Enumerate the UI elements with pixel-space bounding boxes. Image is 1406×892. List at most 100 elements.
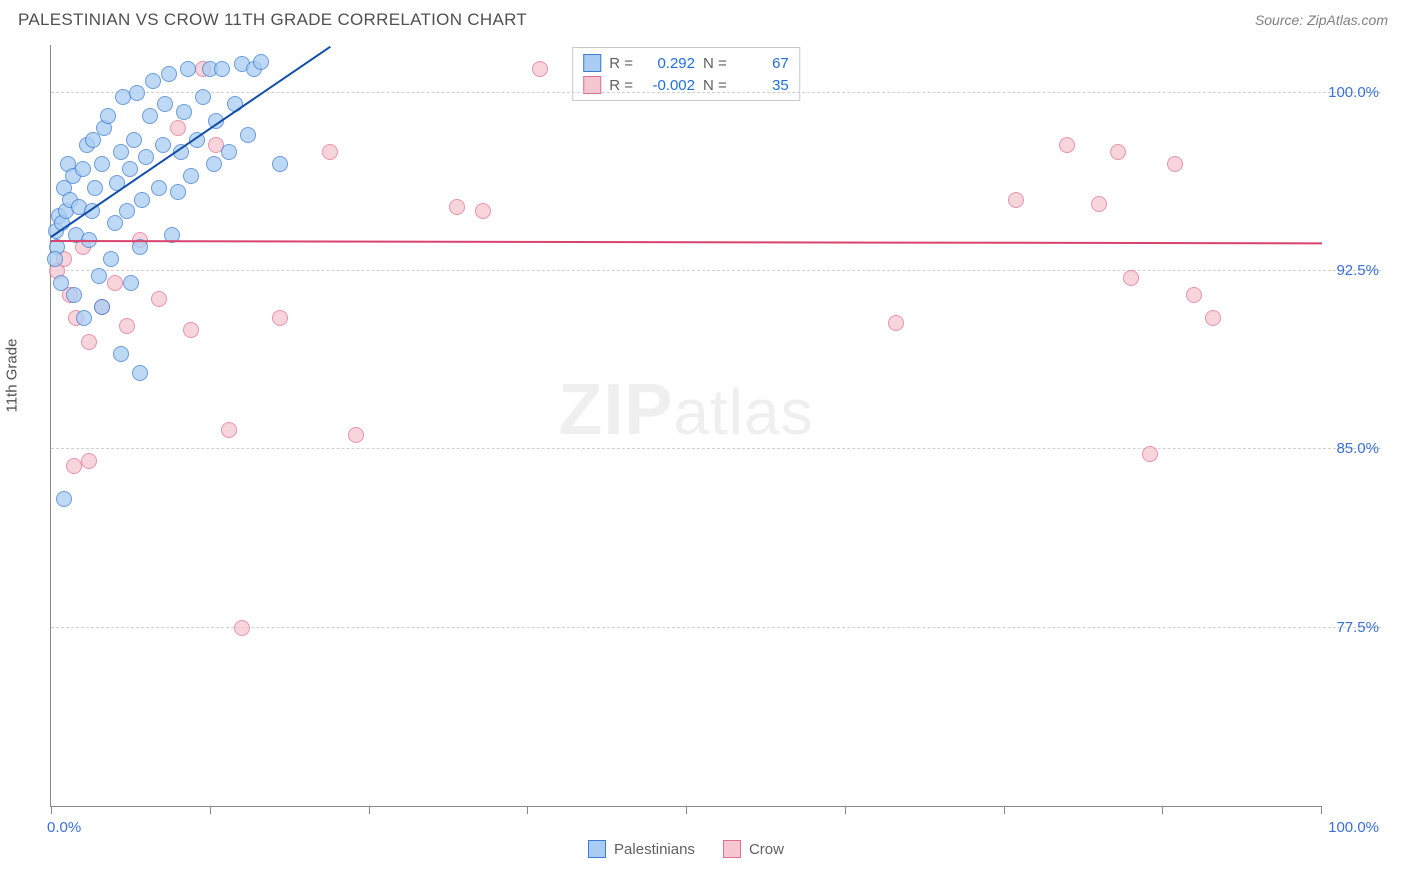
data-point (272, 156, 288, 172)
data-point (81, 453, 97, 469)
y-tick-label: 100.0% (1328, 84, 1379, 101)
data-point (107, 215, 123, 231)
x-tick (845, 806, 846, 814)
data-point (151, 180, 167, 196)
data-point (206, 156, 222, 172)
data-point (66, 287, 82, 303)
swatch-series1 (583, 54, 601, 72)
data-point (66, 458, 82, 474)
data-point (134, 192, 150, 208)
swatch-icon (723, 840, 741, 858)
source-label: Source: ZipAtlas.com (1255, 12, 1388, 28)
data-point (122, 161, 138, 177)
data-point (1059, 137, 1075, 153)
data-point (1167, 156, 1183, 172)
data-point (1008, 192, 1024, 208)
y-tick-label: 77.5% (1336, 619, 1379, 636)
x-tick (1004, 806, 1005, 814)
data-point (107, 275, 123, 291)
gridline (51, 448, 1381, 449)
data-point (100, 108, 116, 124)
data-point (183, 322, 199, 338)
x-tick (51, 806, 52, 814)
bottom-legend: Palestinians Crow (51, 840, 1321, 858)
stats-legend: R = 0.292 N = 67 R = -0.002 N = 35 (572, 47, 800, 101)
data-point (161, 66, 177, 82)
data-point (214, 61, 230, 77)
swatch-icon (588, 840, 606, 858)
data-point (240, 127, 256, 143)
data-point (195, 89, 211, 105)
legend-item-2: Crow (723, 840, 784, 858)
data-point (221, 422, 237, 438)
y-axis-title: 11th Grade (4, 339, 21, 413)
legend-label-1: Palestinians (614, 841, 695, 858)
data-point (180, 61, 196, 77)
x-tick-label: 0.0% (47, 819, 81, 836)
stats-row-1: R = 0.292 N = 67 (583, 52, 789, 74)
n-value-1: 67 (735, 55, 789, 72)
x-tick (527, 806, 528, 814)
data-point (176, 104, 192, 120)
x-tick-label: 100.0% (1328, 819, 1379, 836)
data-point (132, 365, 148, 381)
data-point (103, 251, 119, 267)
x-tick (686, 806, 687, 814)
data-point (138, 149, 154, 165)
data-point (53, 275, 69, 291)
data-point (1123, 270, 1139, 286)
data-point (1205, 310, 1221, 326)
data-point (126, 132, 142, 148)
legend-item-1: Palestinians (588, 840, 695, 858)
data-point (91, 268, 107, 284)
data-point (170, 184, 186, 200)
data-point (94, 156, 110, 172)
x-tick (210, 806, 211, 814)
data-point (183, 168, 199, 184)
stats-row-2: R = -0.002 N = 35 (583, 74, 789, 96)
data-point (81, 334, 97, 350)
data-point (532, 61, 548, 77)
data-point (75, 161, 91, 177)
data-point (475, 203, 491, 219)
data-point (221, 144, 237, 160)
watermark: ZIPatlas (558, 369, 813, 451)
data-point (1091, 196, 1107, 212)
trend-line (51, 240, 1322, 244)
data-point (348, 427, 364, 443)
gridline (51, 270, 1381, 271)
data-point (129, 85, 145, 101)
x-tick (369, 806, 370, 814)
data-point (56, 491, 72, 507)
y-tick-label: 92.5% (1336, 262, 1379, 279)
data-point (119, 318, 135, 334)
data-point (155, 137, 171, 153)
data-point (113, 144, 129, 160)
data-point (94, 299, 110, 315)
chart-title: PALESTINIAN VS CROW 11TH GRADE CORRELATI… (18, 10, 527, 30)
data-point (449, 199, 465, 215)
data-point (1186, 287, 1202, 303)
n-label: N = (703, 55, 727, 72)
data-point (119, 203, 135, 219)
gridline (51, 92, 1381, 93)
data-point (322, 144, 338, 160)
data-point (123, 275, 139, 291)
data-point (234, 620, 250, 636)
scatter-plot: ZIPatlas R = 0.292 N = 67 R = -0.002 N =… (50, 45, 1321, 807)
data-point (151, 291, 167, 307)
y-tick-label: 85.0% (1336, 440, 1379, 457)
data-point (47, 251, 63, 267)
legend-label-2: Crow (749, 841, 784, 858)
data-point (87, 180, 103, 196)
data-point (170, 120, 186, 136)
data-point (272, 310, 288, 326)
data-point (1110, 144, 1126, 160)
data-point (888, 315, 904, 331)
plot-area: 11th Grade ZIPatlas R = 0.292 N = 67 R =… (50, 45, 1381, 837)
x-tick (1321, 806, 1322, 814)
data-point (157, 96, 173, 112)
data-point (113, 346, 129, 362)
data-point (145, 73, 161, 89)
r-label: R = (609, 55, 633, 72)
